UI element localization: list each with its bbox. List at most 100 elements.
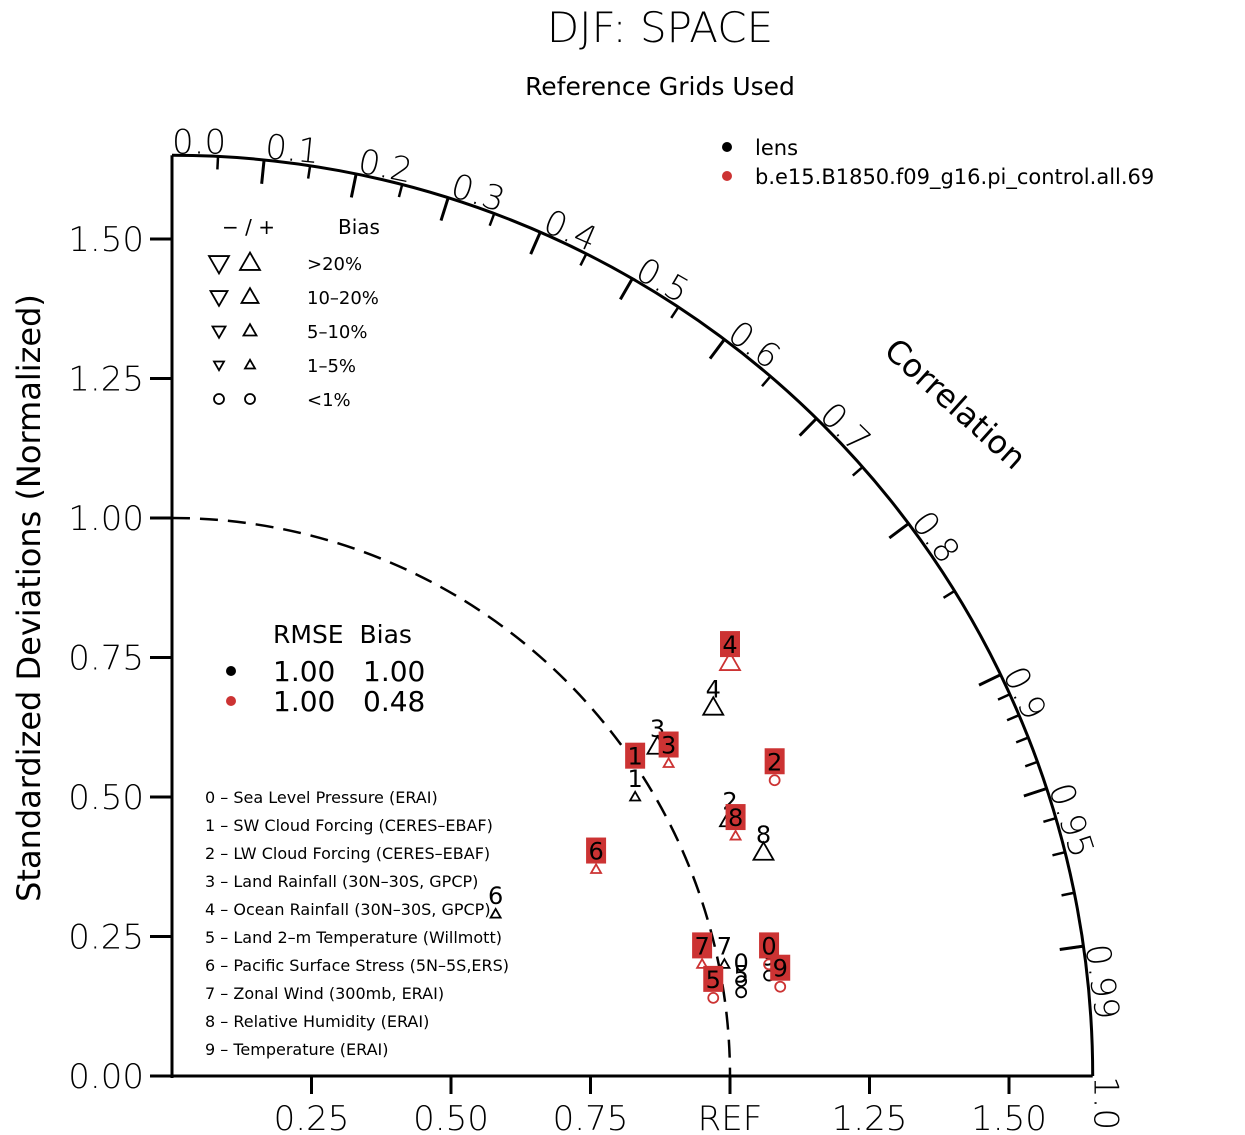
rmse-dot-pi-control <box>226 696 236 706</box>
variable-item: 5 – Land 2–m Temperature (Willmott) <box>205 928 502 947</box>
point-label-box <box>658 731 679 758</box>
bias-value-pi-control: 0.48 <box>363 685 425 718</box>
corr-tick-label: 0.2 <box>355 142 416 192</box>
point-label: 5 <box>734 960 749 988</box>
corr-minor-tick <box>579 253 588 266</box>
bias-marker-up <box>239 286 261 304</box>
corr-tick-mark <box>708 338 726 360</box>
corr-tick-label: 0.3 <box>446 166 510 220</box>
variable-list: 0 – Sea Level Pressure (ERAI) 1 – SW Clo… <box>205 788 509 1059</box>
corr-minor-tick <box>488 213 496 227</box>
x-tick-label: 1.25 <box>832 1099 908 1135</box>
corr-tick-label: 1.0 <box>1086 1076 1126 1130</box>
corr-minor-tick <box>997 693 1011 701</box>
data-point: 9 <box>770 954 791 993</box>
point-marker <box>729 829 743 841</box>
y-tick-label: 0.75 <box>68 639 144 679</box>
corr-minor-tick <box>1024 760 1038 768</box>
data-point: 1 <box>627 765 643 802</box>
point-label-box <box>703 965 724 992</box>
point-marker <box>774 980 787 993</box>
y-tick-label: 1.25 <box>68 360 144 400</box>
bias-marker-up <box>244 393 256 405</box>
point-label: 7 <box>694 932 709 960</box>
x-tick-label: 0.75 <box>553 1099 629 1135</box>
corr-tick-mark <box>260 159 266 184</box>
bias-legend-rows: >20% 10–20% 5–10% 1–5% <1% <box>207 250 379 411</box>
correlation-ticks: 0.0 0.1 0.2 0.30.40.50.60.70.80.90.950.991.… <box>170 122 1127 1130</box>
correlation-minor-ticks <box>216 156 1084 950</box>
point-label-box <box>725 804 746 831</box>
corr-tick-mark <box>619 277 634 301</box>
variable-item: 8 – Relative Humidity (ERAI) <box>205 1012 429 1031</box>
corr-tick-mark <box>529 231 542 255</box>
point-label: 6 <box>588 838 603 866</box>
corr-tick-label: 0.4 <box>537 202 603 260</box>
bias-marker-up <box>241 322 259 337</box>
point-marker <box>701 695 725 716</box>
corr-tick-label: 0.5 <box>629 250 696 312</box>
variable-item: 6 – Pacific Surface Stress (5N–5S,ERS) <box>205 956 509 975</box>
x-ticks: 0.25 0.50 0.75 1.25 1.50 REF <box>274 1076 1047 1135</box>
point-label: 4 <box>706 676 721 704</box>
corr-minor-tick <box>216 156 220 170</box>
data-point: 5 <box>703 965 724 1004</box>
variable-item: 7 – Zonal Wind (300mb, ERAI) <box>205 984 444 1003</box>
point-marker <box>735 986 748 999</box>
point-marker <box>628 789 642 802</box>
point-marker <box>589 862 603 874</box>
corr-minor-tick <box>1033 787 1048 794</box>
data-point: 6 <box>488 882 503 919</box>
point-label: 7 <box>717 932 732 960</box>
corr-tick-mark <box>349 173 358 198</box>
data-point: 6 <box>586 837 607 874</box>
point-label: 3 <box>661 732 676 760</box>
point-marker <box>717 957 731 969</box>
max-std-arc <box>171 153 1095 1077</box>
bias-marker-down <box>213 393 225 405</box>
data-point: 8 <box>751 821 776 861</box>
corr-tick-label: 0.99 <box>1077 941 1127 1022</box>
bias-legend-title: Bias <box>338 215 380 239</box>
corr-minor-tick <box>1061 891 1075 897</box>
chart-title: DJF: SPACE <box>547 3 773 52</box>
point-marker <box>707 991 720 1004</box>
variable-item: 0 – Sea Level Pressure (ERAI) <box>205 788 438 807</box>
variable-item: 9 – Temperature (ERAI) <box>205 1040 389 1059</box>
variable-item: 1 – SW Cloud Forcing (CERES–EBAF) <box>205 816 493 835</box>
corr-tick-mark <box>798 417 818 437</box>
point-marker <box>695 957 709 969</box>
data-point: 7 <box>717 932 732 969</box>
data-point: 7 <box>692 932 713 969</box>
corr-minor-tick <box>761 375 772 388</box>
point-marker <box>489 907 503 919</box>
corr-tick-label: 0.0 <box>172 122 226 162</box>
point-label: 1 <box>627 743 642 771</box>
data-point: 0 <box>759 932 780 971</box>
y-axis-label: Standardized Deviations (Normalized) <box>10 294 48 902</box>
point-marker <box>662 756 676 768</box>
y-tick-label: 0.00 <box>68 1057 144 1097</box>
y-tick-label: 1.50 <box>68 220 144 260</box>
point-label: 4 <box>722 631 737 659</box>
legend-dot-pi-control <box>722 171 732 181</box>
bias-legend-label: >20% <box>307 254 362 275</box>
point-label: 6 <box>488 882 503 910</box>
bias-marker-down <box>210 325 228 340</box>
corr-minor-tick <box>851 466 864 477</box>
bias-marker-down <box>212 360 226 373</box>
corr-tick-label: 0.7 <box>812 395 879 461</box>
corr-minor-tick <box>1043 817 1057 824</box>
point-label-box <box>759 932 780 959</box>
point-label-box <box>764 748 785 775</box>
corr-tick-mark <box>439 197 450 222</box>
corr-tick-label: 0.9 <box>994 660 1054 726</box>
point-label: 0 <box>761 932 776 960</box>
data-point: 3 <box>658 731 679 768</box>
point-label-box <box>625 742 646 769</box>
point-marker <box>751 840 776 861</box>
y-ticks: 0.00 0.25 0.50 0.75 1.00 1.25 1.50 <box>68 220 172 1097</box>
x-tick-label: 0.50 <box>413 1099 489 1135</box>
corr-tick-label: 0.1 <box>263 127 321 172</box>
